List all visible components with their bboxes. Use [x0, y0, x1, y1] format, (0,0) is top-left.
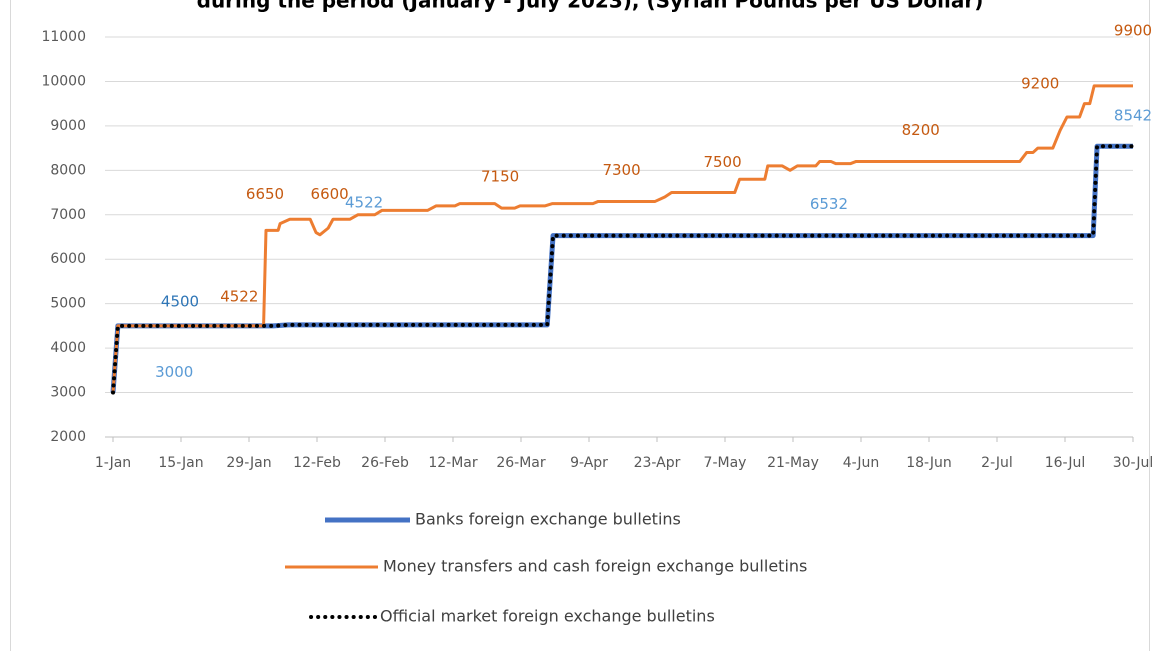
- x-tick-label: 18-Jun: [906, 455, 952, 471]
- x-tick-label: 4-Jun: [843, 455, 880, 471]
- chart-title: during the period (January - July 2023),…: [197, 0, 984, 13]
- x-tick-label: 9-Apr: [570, 455, 608, 471]
- data-label: 6600: [311, 185, 349, 203]
- legend-label: Money transfers and cash foreign exchang…: [383, 557, 807, 576]
- x-tick-label: 29-Jan: [226, 455, 271, 471]
- x-tick-label: 26-Mar: [496, 455, 546, 471]
- y-tick-label: 4000: [50, 340, 86, 356]
- x-tick-label: 16-Jul: [1045, 455, 1086, 471]
- data-label: 4522: [220, 287, 258, 305]
- x-tick-label: 15-Jan: [158, 455, 203, 471]
- series-line: [111, 144, 1135, 395]
- data-label: 4500: [161, 292, 199, 310]
- y-tick-label: 3000: [50, 385, 86, 401]
- x-tick-label: 2-Jul: [981, 455, 1013, 471]
- data-label: 8542: [1114, 107, 1152, 125]
- data-label: 6532: [810, 195, 848, 213]
- y-tick-label: 9000: [50, 118, 86, 134]
- y-tick-label: 8000: [50, 162, 86, 178]
- x-tick-label: 21-May: [767, 455, 819, 471]
- data-label: 7300: [602, 161, 640, 179]
- x-tick-label: 23-Apr: [634, 455, 681, 471]
- data-label: 9900: [1114, 21, 1152, 39]
- data-label: 8200: [902, 121, 940, 139]
- data-label: 9200: [1021, 75, 1059, 93]
- y-tick-label: 7000: [50, 207, 86, 223]
- data-label: 7500: [703, 153, 741, 171]
- x-tick-label: 12-Feb: [293, 455, 341, 471]
- x-tick-label: 1-Jan: [95, 455, 131, 471]
- x-tick-label: 7-May: [704, 455, 747, 471]
- legend-label: Official market foreign exchange bulleti…: [380, 607, 715, 626]
- legend-label: Banks foreign exchange bulletins: [415, 510, 681, 529]
- y-tick-label: 5000: [50, 296, 86, 312]
- data-label: 7150: [481, 168, 519, 186]
- y-tick-label: 6000: [50, 251, 86, 267]
- data-label: 4522: [345, 193, 383, 211]
- y-tick-label: 11000: [41, 29, 86, 45]
- x-tick-label: 12-Mar: [428, 455, 478, 471]
- y-tick-label: 10000: [41, 73, 86, 89]
- x-tick-label: 30-Jul: [1113, 455, 1154, 471]
- data-label: 3000: [155, 363, 193, 381]
- series-line: [111, 84, 1133, 393]
- y-tick-label: 2000: [50, 429, 86, 445]
- x-tick-label: 26-Feb: [361, 455, 409, 471]
- data-label: 6650: [246, 185, 284, 203]
